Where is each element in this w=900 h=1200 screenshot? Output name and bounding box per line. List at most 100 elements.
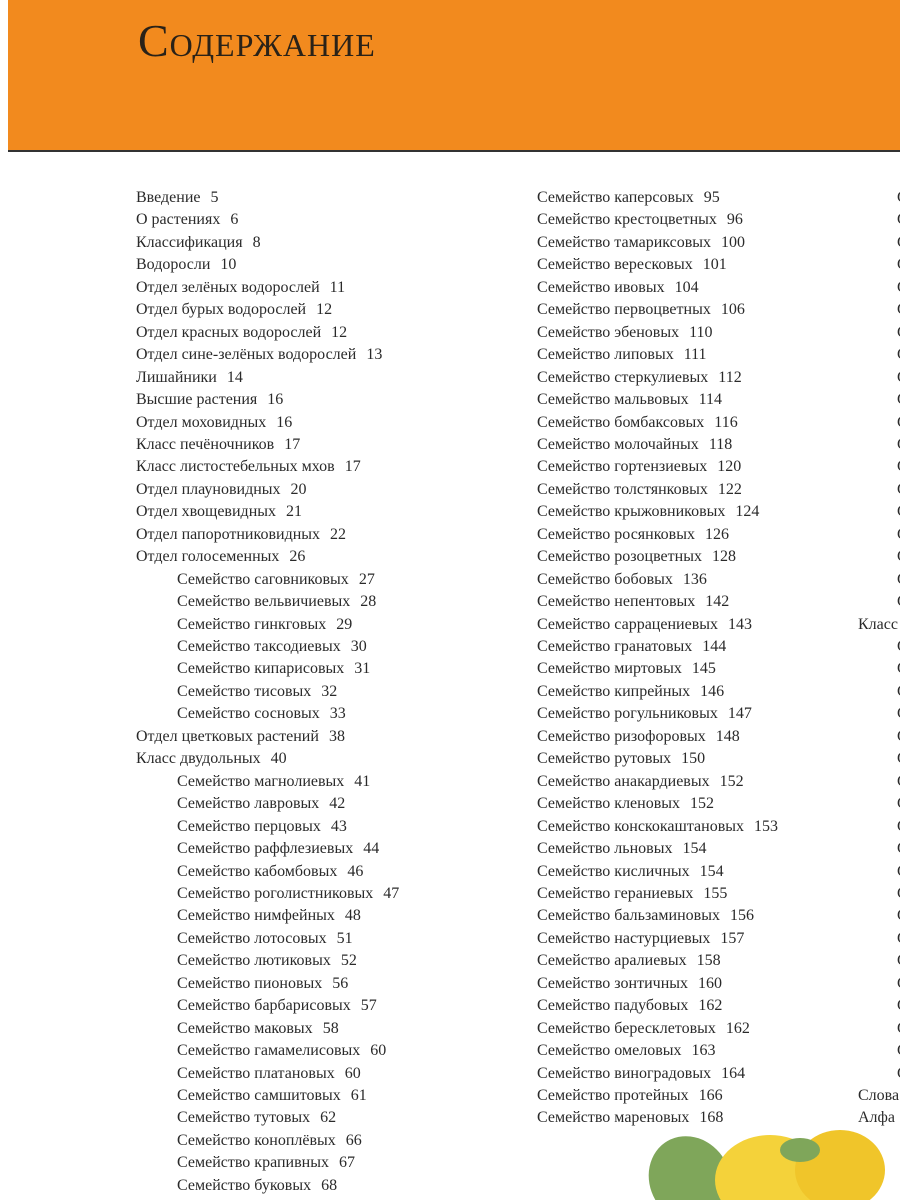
page-number: 157 xyxy=(720,929,745,947)
page-number: 29 xyxy=(336,615,353,633)
toc-entry: Лишайники 14 xyxy=(136,368,243,388)
toc-entry: Семейство конскокаштановых 153 xyxy=(537,817,778,837)
page-number: 62 xyxy=(320,1109,337,1127)
entry-title: С xyxy=(897,1065,900,1082)
toc-entry: Отдел моховидных 16 xyxy=(136,413,292,433)
toc-entry: Семейство платановых 60 xyxy=(177,1064,361,1084)
toc-entry: Семейство липовых 111 xyxy=(537,345,707,365)
entry-title: С xyxy=(897,593,900,610)
page-number: 12 xyxy=(331,323,348,341)
page-number: 42 xyxy=(329,795,346,813)
page-number: 106 xyxy=(720,301,745,319)
entry-title: О растениях xyxy=(136,211,221,229)
toc-entry: Отдел хвощевидных 21 xyxy=(136,502,302,522)
page-number: 56 xyxy=(332,974,349,992)
toc-entry: С xyxy=(897,278,900,298)
toc-entry: Семейство вересковых 101 xyxy=(537,255,727,275)
toc-entry: Семейство саговниковых 27 xyxy=(177,570,375,590)
page-number: 128 xyxy=(711,548,736,566)
page-number: 168 xyxy=(699,1109,724,1127)
page-number: 156 xyxy=(729,907,754,925)
toc-entry: Семейство сосновых 33 xyxy=(177,704,346,724)
toc-entry: Семейство рогульниковых 147 xyxy=(537,704,752,724)
entry-title: Семейство ризофоровых xyxy=(537,727,706,745)
toc-entry: Слова xyxy=(858,1086,899,1106)
toc-entry: Семейство аралиевых 158 xyxy=(537,951,721,971)
toc-entry: С xyxy=(897,570,900,590)
page-number: 143 xyxy=(728,615,752,633)
entry-title: Семейство гераниевых xyxy=(537,884,694,902)
toc-entry: Семейство ризофоровых 148 xyxy=(537,727,740,747)
page-number: 14 xyxy=(226,368,243,386)
page-number: 17 xyxy=(344,458,361,476)
toc-entry: С xyxy=(897,862,900,882)
entry-title: Семейство гортензиевых xyxy=(537,458,708,476)
entry-title: Семейство виноградовых xyxy=(537,1064,712,1082)
entry-title: Введение xyxy=(136,189,201,206)
toc-entry: С xyxy=(897,435,900,455)
toc-entry: Семейство розоцветных 128 xyxy=(537,547,736,567)
toc-entry: Семейство вельвичиевых 28 xyxy=(177,592,376,612)
toc-entry: С xyxy=(897,727,900,747)
toc-entry: С xyxy=(897,390,900,410)
page-number: 118 xyxy=(708,435,733,453)
toc-entry: Семейство стеркулиевых 112 xyxy=(537,368,742,388)
toc-entry: С xyxy=(897,255,900,275)
page-number: 163 xyxy=(691,1042,716,1060)
entry-title: С xyxy=(897,279,900,296)
entry-title: Отдел красных водорослей xyxy=(136,323,322,341)
entry-title: Семейство тутовых xyxy=(177,1109,311,1127)
page-number: 110 xyxy=(689,323,713,341)
page-number: 142 xyxy=(705,593,730,611)
entry-title: С xyxy=(897,503,900,520)
entry-title: Отдел моховидных xyxy=(136,413,267,431)
toc-entry: С xyxy=(897,300,900,320)
toc-entry: С xyxy=(897,772,900,792)
toc-entry: Семейство гранатовых 144 xyxy=(537,637,726,657)
entry-title: Семейство гинкговых xyxy=(177,615,327,633)
page-number: 153 xyxy=(754,817,778,835)
entry-title: Семейство таксодиевых xyxy=(177,638,341,655)
entry-title: С xyxy=(897,750,900,767)
toc-entry: Семейство молочайных 118 xyxy=(537,435,732,455)
entry-title: С xyxy=(897,705,900,722)
page-number: 166 xyxy=(698,1087,723,1104)
toc-entry: Семейство бомбаксовых 116 xyxy=(537,413,738,433)
toc-entry: Семейство гинкговых 29 xyxy=(177,615,352,635)
page-number: 122 xyxy=(717,480,742,498)
page-number: 116 xyxy=(714,413,738,431)
entry-title: Семейство толстянковых xyxy=(537,480,708,498)
entry-title: Семейство платановых xyxy=(177,1064,335,1082)
entry-title: Семейство росянковых xyxy=(537,525,695,543)
page-number: 22 xyxy=(330,525,347,543)
toc-entry: Семейство пионовых 56 xyxy=(177,974,348,994)
entry-title: Слова xyxy=(858,1087,900,1104)
entry-title: Семейство каперсовых xyxy=(537,189,694,206)
entry-title: Класс печёночников xyxy=(136,435,275,453)
toc-entry: Алфа xyxy=(858,1108,895,1128)
toc-entry: Семейство раффлезиевых 44 xyxy=(177,839,379,859)
entry-title: С xyxy=(897,571,900,588)
page-number: 8 xyxy=(252,233,261,251)
entry-title: Семейство самшитовых xyxy=(177,1087,341,1104)
page-number: 31 xyxy=(354,660,371,678)
entry-title: Семейство пионовых xyxy=(177,974,323,992)
entry-title: Семейство кипрейных xyxy=(537,682,691,700)
toc-entry: С xyxy=(897,817,900,837)
page-number: 150 xyxy=(681,750,706,768)
entry-title: Семейство бомбаксовых xyxy=(537,413,705,431)
page-number: 60 xyxy=(370,1042,387,1060)
toc-entry: Семейство маковых 58 xyxy=(177,1019,339,1039)
toc-entry: Семейство барбарисовых 57 xyxy=(177,996,377,1016)
entry-title: С xyxy=(897,391,900,408)
toc-entry: Отдел папоротниковидных 22 xyxy=(136,525,346,545)
toc-entry: Семейство кипарисовых 31 xyxy=(177,659,370,679)
toc-entry: Семейство мальвовых 114 xyxy=(537,390,722,410)
entry-title: С xyxy=(897,795,900,812)
entry-title: Семейство магнолиевых xyxy=(177,772,345,790)
entry-title: Семейство тамариксовых xyxy=(537,233,712,251)
toc-entry: Семейство зонтичных 160 xyxy=(537,974,722,994)
entry-title: Отдел зелёных водорослей xyxy=(136,278,320,296)
entry-title: Семейство ивовых xyxy=(537,278,665,296)
page-number: 126 xyxy=(704,525,729,543)
